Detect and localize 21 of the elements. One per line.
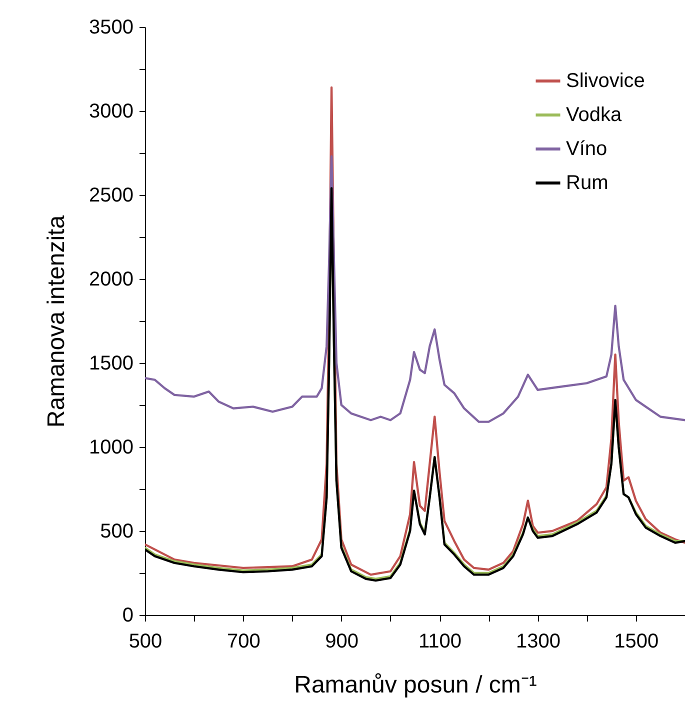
y-tick-label: 1000 (89, 436, 134, 458)
x-tick-label: 900 (325, 630, 359, 652)
line-series (145, 155, 685, 423)
x-tick-label: 1300 (516, 630, 560, 652)
y-tick-label: 500 (100, 520, 134, 542)
x-tick-label: 700 (226, 630, 260, 652)
y-axis-title: Ramanova intenzita (43, 214, 70, 428)
legend-label: Slivovice (566, 70, 645, 92)
legend-label: Víno (566, 138, 608, 160)
y-tick-label: 1500 (89, 352, 134, 374)
legend-label: Rum (566, 172, 608, 194)
y-tick-label: 2000 (89, 268, 134, 290)
legend-label: Vodka (566, 104, 622, 126)
y-tick-label: 3000 (89, 100, 134, 122)
x-axis-title: Ramanův posun / cm⁻¹ (294, 672, 537, 698)
y-tick-label: 3500 (89, 16, 134, 38)
y-tick-label: 0 (122, 604, 134, 626)
x-tick-label: 1500 (614, 630, 659, 652)
y-tick-label: 2500 (89, 184, 134, 206)
x-tick-label: 500 (128, 630, 162, 652)
x-tick-label: 1100 (418, 630, 462, 652)
